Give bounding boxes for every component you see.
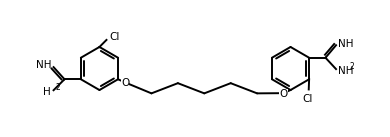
Text: NH: NH <box>339 39 354 49</box>
Text: O: O <box>279 89 288 99</box>
Text: NH: NH <box>36 60 51 70</box>
Text: O: O <box>121 78 129 88</box>
Text: H: H <box>43 87 51 97</box>
Text: Cl: Cl <box>302 94 312 104</box>
Text: 2: 2 <box>56 83 61 92</box>
Text: 2: 2 <box>349 62 354 71</box>
Text: Cl: Cl <box>109 32 120 42</box>
Text: NH: NH <box>339 66 354 76</box>
